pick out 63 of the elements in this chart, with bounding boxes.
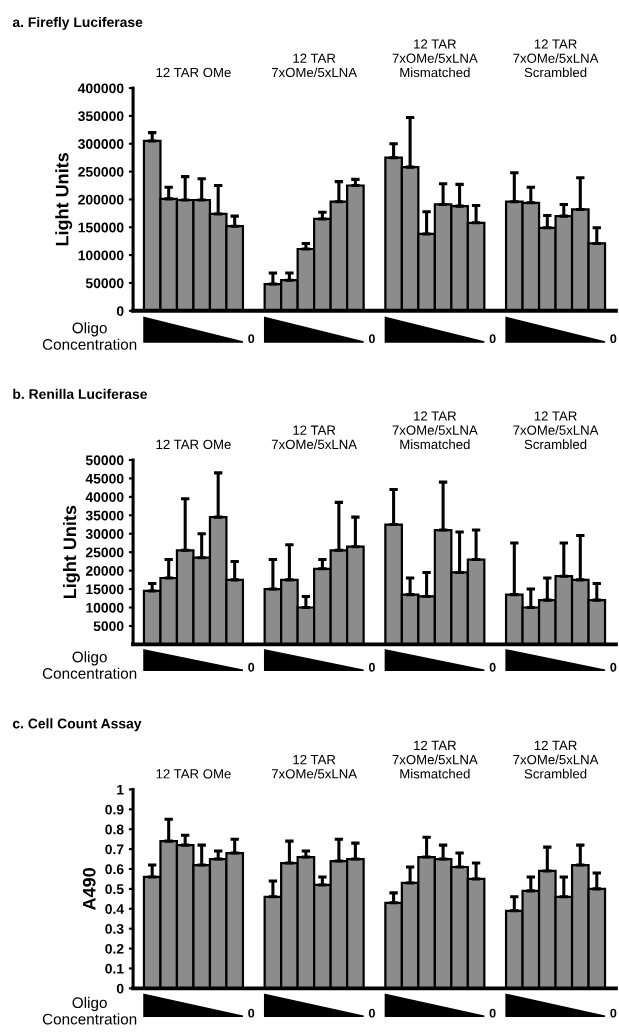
y-tick-label: 50000 [85,278,124,289]
y-tick-label: 0 [116,983,124,994]
y-tick-label: 5000 [93,621,124,632]
text: Oligo Concentration [42,651,137,679]
y-axis-title: Light Units [62,505,80,599]
y-tick-label: 0.3 [105,924,124,934]
text: 0 [610,334,617,344]
x-tick-label: 12 TAR OMe [156,439,231,450]
x-tick-label: 12 TAR 7xOMe/5xLNA Scrambled [513,740,599,779]
text: 0 [248,662,255,672]
y-tick-label: 400000 [77,83,124,94]
y-tick-label: 25000 [85,547,124,558]
chart-title: b. Renilla Luciferase [13,388,147,400]
text: 0 [489,334,496,344]
chart-title: a. Firefly Luciferase [12,16,143,30]
x-tick-label: 12 TAR 7xOMe/5xLNA Scrambled [513,411,599,450]
y-axis-title: Light Units [55,153,73,246]
y-tick-label: 1 [117,784,124,795]
x-tick-label: 12 TAR 7xOMe/5xLNA [271,754,358,779]
y-tick-label: 300000 [78,139,124,149]
y-tick-label: 45000 [85,473,124,484]
y-tick-label: 50000 [85,455,124,466]
text: 0 [368,334,375,344]
y-tick-label: 0.8 [105,824,124,835]
text: 0 [610,662,617,672]
y-tick-label: 10000 [86,602,124,613]
y-tick-label: 0.9 [105,804,124,815]
text: 0 [248,334,255,344]
text: 0 [368,1008,375,1018]
x-tick-label: 12 TAR 7xOMe/5xLNA [271,53,358,78]
y-tick-label: 20000 [85,565,124,576]
x-tick-label: 12 TAR 7xOMe/5xLNA Mismatched [392,411,478,450]
x-tick-label: 12 TAR 7xOMe/5xLNA Mismatched [392,740,478,779]
y-tick-label: 15000 [86,584,124,595]
y-tick-label: 100000 [78,250,124,261]
text: 0 [489,1008,496,1018]
x-tick-label: 12 TAR 7xOMe/5xLNA [271,425,358,450]
y-tick-label: 150000 [78,222,124,233]
x-tick-label: 12 TAR OMe [156,769,231,779]
y-tick-label: 0.6 [105,864,124,875]
y-tick-label: 40000 [85,492,124,503]
x-tick-label: 12 TAR OMe [156,67,231,78]
y-tick-label: 35000 [85,510,124,521]
text: 0 [489,662,496,672]
y-tick-label: 0.2 [105,943,124,954]
chart-title: c. Cell Count Assay [12,718,142,732]
y-tick-label: 0 [116,306,124,316]
y-tick-label: 250000 [78,166,124,177]
y-tick-label: 0.4 [105,904,124,914]
x-tick-label: 12 TAR 7xOMe/5xLNA Mismatched [392,39,478,78]
y-tick-label: 0.5 [105,884,124,895]
y-tick-label: 200000 [78,194,124,205]
y-tick-label: 350000 [78,111,124,122]
text: 0 [610,1008,617,1018]
y-tick-label: 30000 [85,529,124,539]
y-tick-label: 0.7 [105,844,124,855]
x-tick-label: 12 TAR 7xOMe/5xLNA Scrambled [513,39,599,78]
y-tick-label: 0.1 [105,963,124,974]
text: Oligo Concentration [42,322,137,350]
text: Oligo Concentration [42,996,137,1025]
text: 0 [248,1008,255,1018]
text: 0 [368,662,375,672]
y-axis-title: A490 [82,868,96,911]
